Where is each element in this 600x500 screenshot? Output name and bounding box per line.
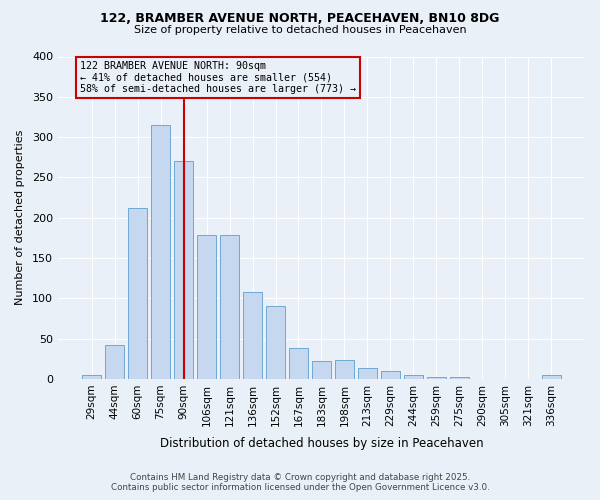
Text: 122 BRAMBER AVENUE NORTH: 90sqm
← 41% of detached houses are smaller (554)
58% o: 122 BRAMBER AVENUE NORTH: 90sqm ← 41% of… [80, 60, 356, 94]
Bar [128, 208, 148, 379]
Text: 122, BRAMBER AVENUE NORTH, PEACEHAVEN, BN10 8DG: 122, BRAMBER AVENUE NORTH, PEACEHAVEN, B… [100, 12, 500, 26]
Bar [380, 371, 400, 379]
Bar [289, 348, 308, 379]
Text: Size of property relative to detached houses in Peacehaven: Size of property relative to detached ho… [134, 25, 466, 35]
Bar [335, 360, 354, 379]
Bar [449, 378, 469, 379]
Bar [404, 375, 423, 379]
Bar [243, 292, 262, 379]
Bar [311, 361, 331, 379]
Text: Contains HM Land Registry data © Crown copyright and database right 2025.
Contai: Contains HM Land Registry data © Crown c… [110, 473, 490, 492]
X-axis label: Distribution of detached houses by size in Peacehaven: Distribution of detached houses by size … [160, 437, 483, 450]
Bar [266, 306, 285, 379]
Bar [82, 375, 101, 379]
Bar [105, 345, 124, 379]
Y-axis label: Number of detached properties: Number of detached properties [15, 130, 25, 306]
Bar [542, 375, 561, 379]
Bar [151, 125, 170, 379]
Bar [358, 368, 377, 379]
Bar [174, 162, 193, 379]
Bar [427, 378, 446, 379]
Bar [197, 236, 217, 379]
Bar [220, 236, 239, 379]
